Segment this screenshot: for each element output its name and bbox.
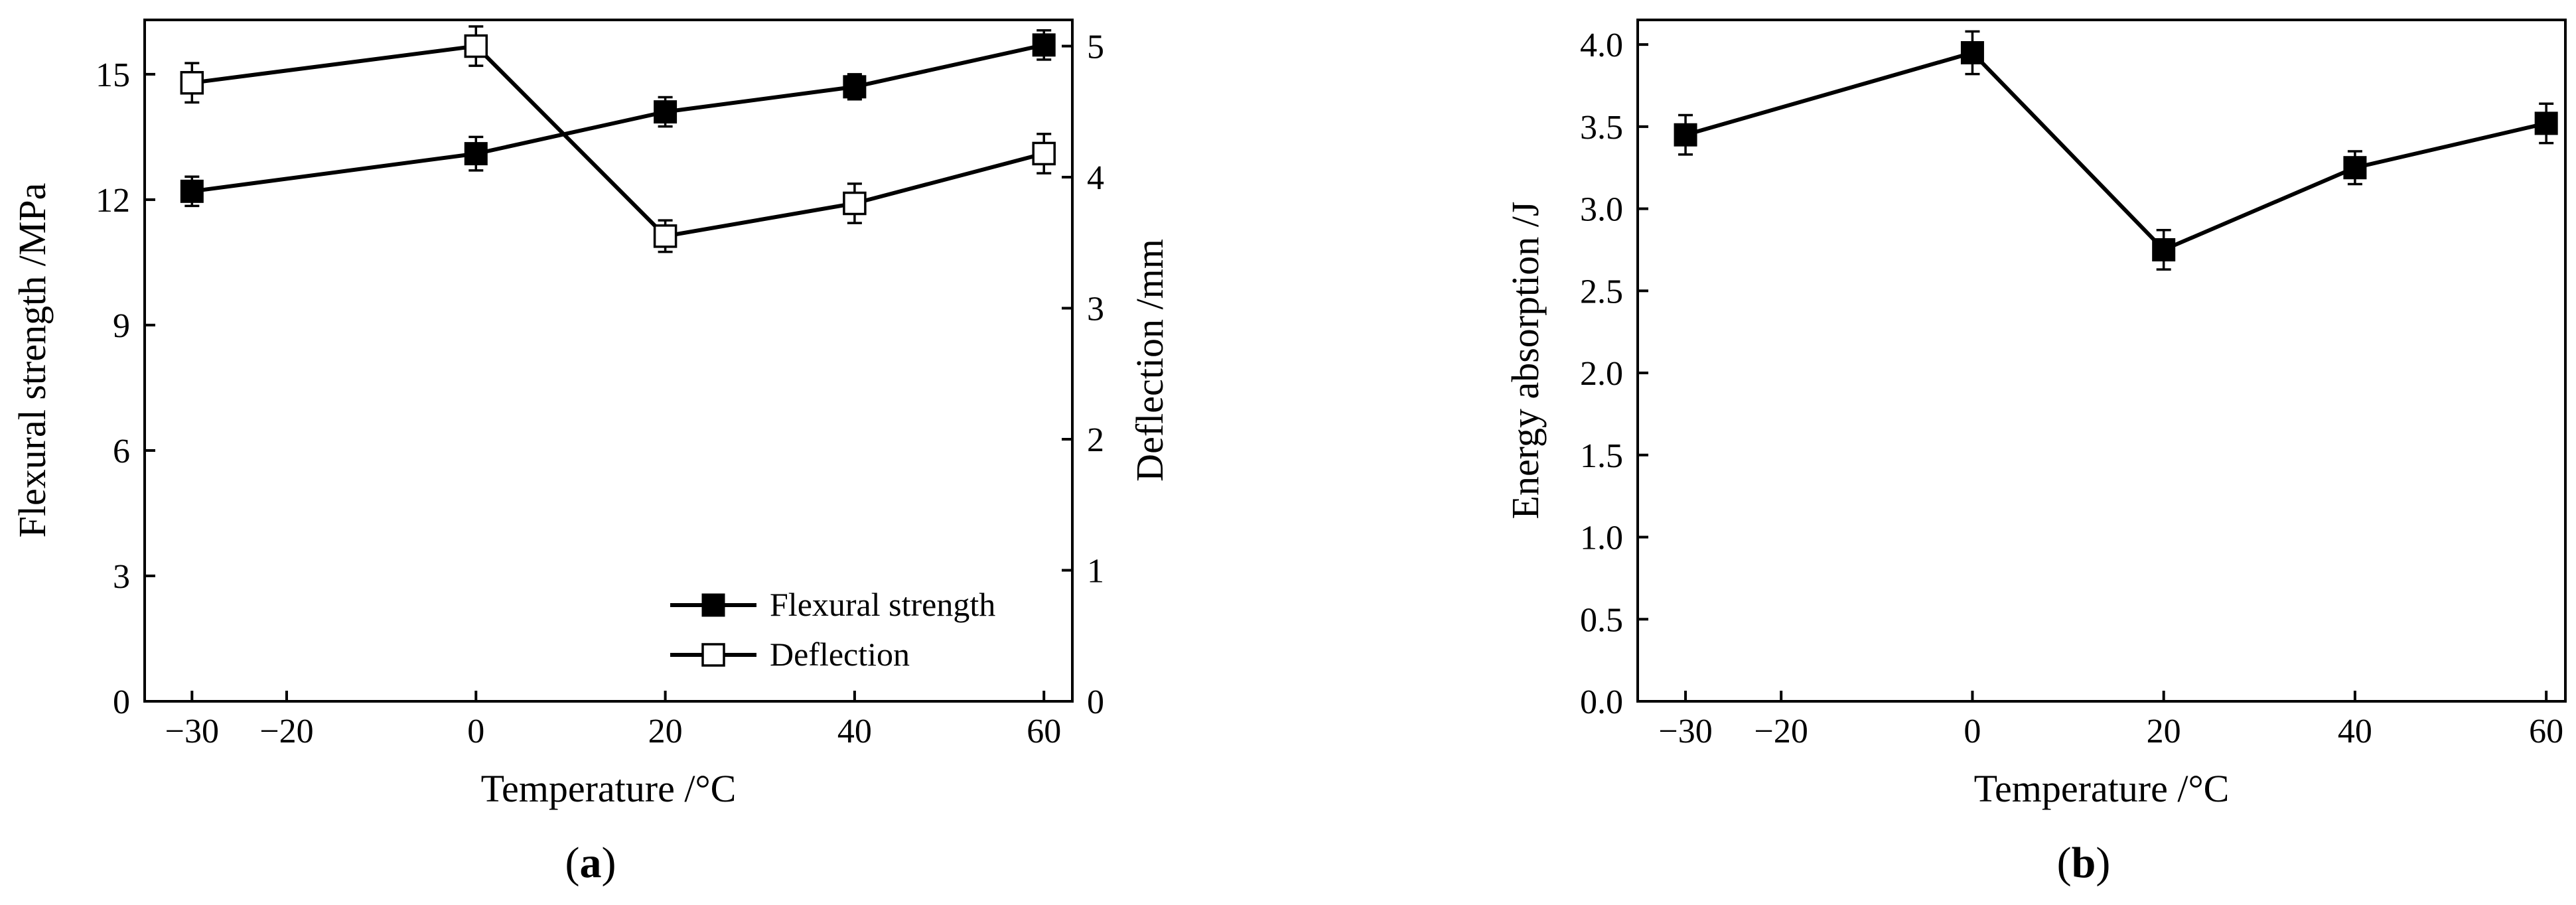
panel-a-series: [180, 25, 1056, 253]
x-tick-label: 40: [837, 713, 872, 750]
y-tick-label: 3.0: [1580, 191, 1623, 229]
x-tick-label: 20: [2147, 713, 2181, 750]
panel-b-series: [1674, 30, 2558, 271]
flexural-strength-point: [180, 179, 204, 203]
flexural-strength-point: [464, 142, 488, 166]
y-tick-label: 4.0: [1580, 27, 1623, 64]
panel-a-x-ticks: −30 −20 0 20 40 60: [165, 691, 1061, 750]
x-tick-label: 20: [648, 713, 683, 750]
panel-b-x-ticks: −30 −20 0 20 40 60: [1658, 691, 2563, 750]
panel-a-legend: Flexural strength Deflection: [670, 586, 995, 673]
panel-b-y-ticks: 0.0 0.5 1.0 1.5 2.0 2.5 3.0 3.5 4.0: [1580, 27, 1648, 721]
flexural-strength-point: [843, 75, 867, 99]
y-tick-label: 9: [113, 307, 130, 345]
x-tick-label: 0: [467, 713, 484, 750]
x-tick-label: −30: [1658, 713, 1712, 750]
y-tick-label: 0.0: [1580, 683, 1623, 721]
panel-a-plot-frame: [143, 19, 1074, 703]
panel-a-x-axis-title: Temperature /°C: [481, 767, 737, 810]
panel-a-y2-axis-title: Deflection /mm: [1128, 239, 1171, 482]
deflection-point: [843, 191, 867, 216]
y-tick-label: 0.5: [1580, 601, 1623, 639]
deflection-point: [180, 71, 204, 95]
y-tick-label: 2.5: [1580, 273, 1623, 311]
panel-b-label: (b): [2057, 839, 2111, 887]
energy-absorption-point: [2534, 111, 2558, 135]
panel-a-y2-ticks: 0 1 2 3 4 5: [1062, 29, 1104, 721]
panel-b-y-axis-title: Energy absorption /J: [1504, 202, 1547, 520]
y2-tick-label: 0: [1087, 683, 1104, 721]
panel-b-plot-frame: [1636, 19, 2567, 703]
energy-absorption-point: [2152, 238, 2176, 261]
y2-tick-label: 5: [1087, 29, 1104, 66]
y-tick-label: 3.5: [1580, 109, 1623, 147]
y-tick-label: 0: [113, 683, 130, 721]
deflection-point: [1032, 141, 1056, 166]
energy-absorption-point: [2343, 156, 2367, 180]
energy-absorption-point: [1674, 123, 1697, 147]
panel-b-chart: −30 −20 0 20 40 60 0.0 0.5 1.0 1.5 2.0 2.5 3.0 3.5 4.…: [1504, 19, 2567, 887]
y-tick-label: 15: [96, 56, 130, 94]
y2-tick-label: 2: [1087, 421, 1104, 459]
panel-b-letter: b: [2072, 839, 2096, 887]
deflection-point: [653, 224, 678, 248]
legend-flexural-label: Flexural strength: [770, 586, 995, 623]
y-tick-label: 6: [113, 433, 130, 470]
x-tick-label: −30: [165, 713, 219, 750]
energy-absorption-point: [1960, 40, 1984, 64]
y-tick-label: 2.0: [1580, 355, 1623, 393]
y2-tick-label: 1: [1087, 553, 1104, 591]
panel-a-y-axis-title: Flexural strength /MPa: [11, 183, 54, 538]
y2-tick-label: 3: [1087, 291, 1104, 328]
deflection-point: [464, 34, 488, 58]
y-tick-label: 3: [113, 558, 130, 596]
legend-flexural-marker: [701, 593, 725, 617]
x-tick-label: −20: [1754, 713, 1808, 750]
x-tick-label: 40: [2338, 713, 2372, 750]
y-tick-label: 1.5: [1580, 437, 1623, 475]
flexural-strength-point: [1032, 33, 1056, 57]
x-tick-label: −20: [259, 713, 313, 750]
panel-b-x-axis-title: Temperature /°C: [1974, 767, 2230, 810]
y2-tick-label: 4: [1087, 159, 1104, 197]
panel-a-letter: a: [580, 839, 602, 887]
y-tick-label: 1.0: [1580, 520, 1623, 557]
panel-a-label: (a): [565, 839, 616, 887]
y-tick-label: 12: [96, 182, 130, 220]
panel-a-y-ticks: 0 3 6 9 12 15: [96, 56, 155, 721]
legend-deflection-marker: [701, 643, 725, 667]
x-tick-label: 60: [2529, 713, 2563, 750]
flexural-strength-point: [654, 100, 678, 124]
x-tick-label: 60: [1027, 713, 1061, 750]
legend-deflection-label: Deflection: [770, 636, 910, 673]
energy-absorption-line: [1685, 50, 2547, 253]
x-tick-label: 0: [1964, 713, 1981, 750]
